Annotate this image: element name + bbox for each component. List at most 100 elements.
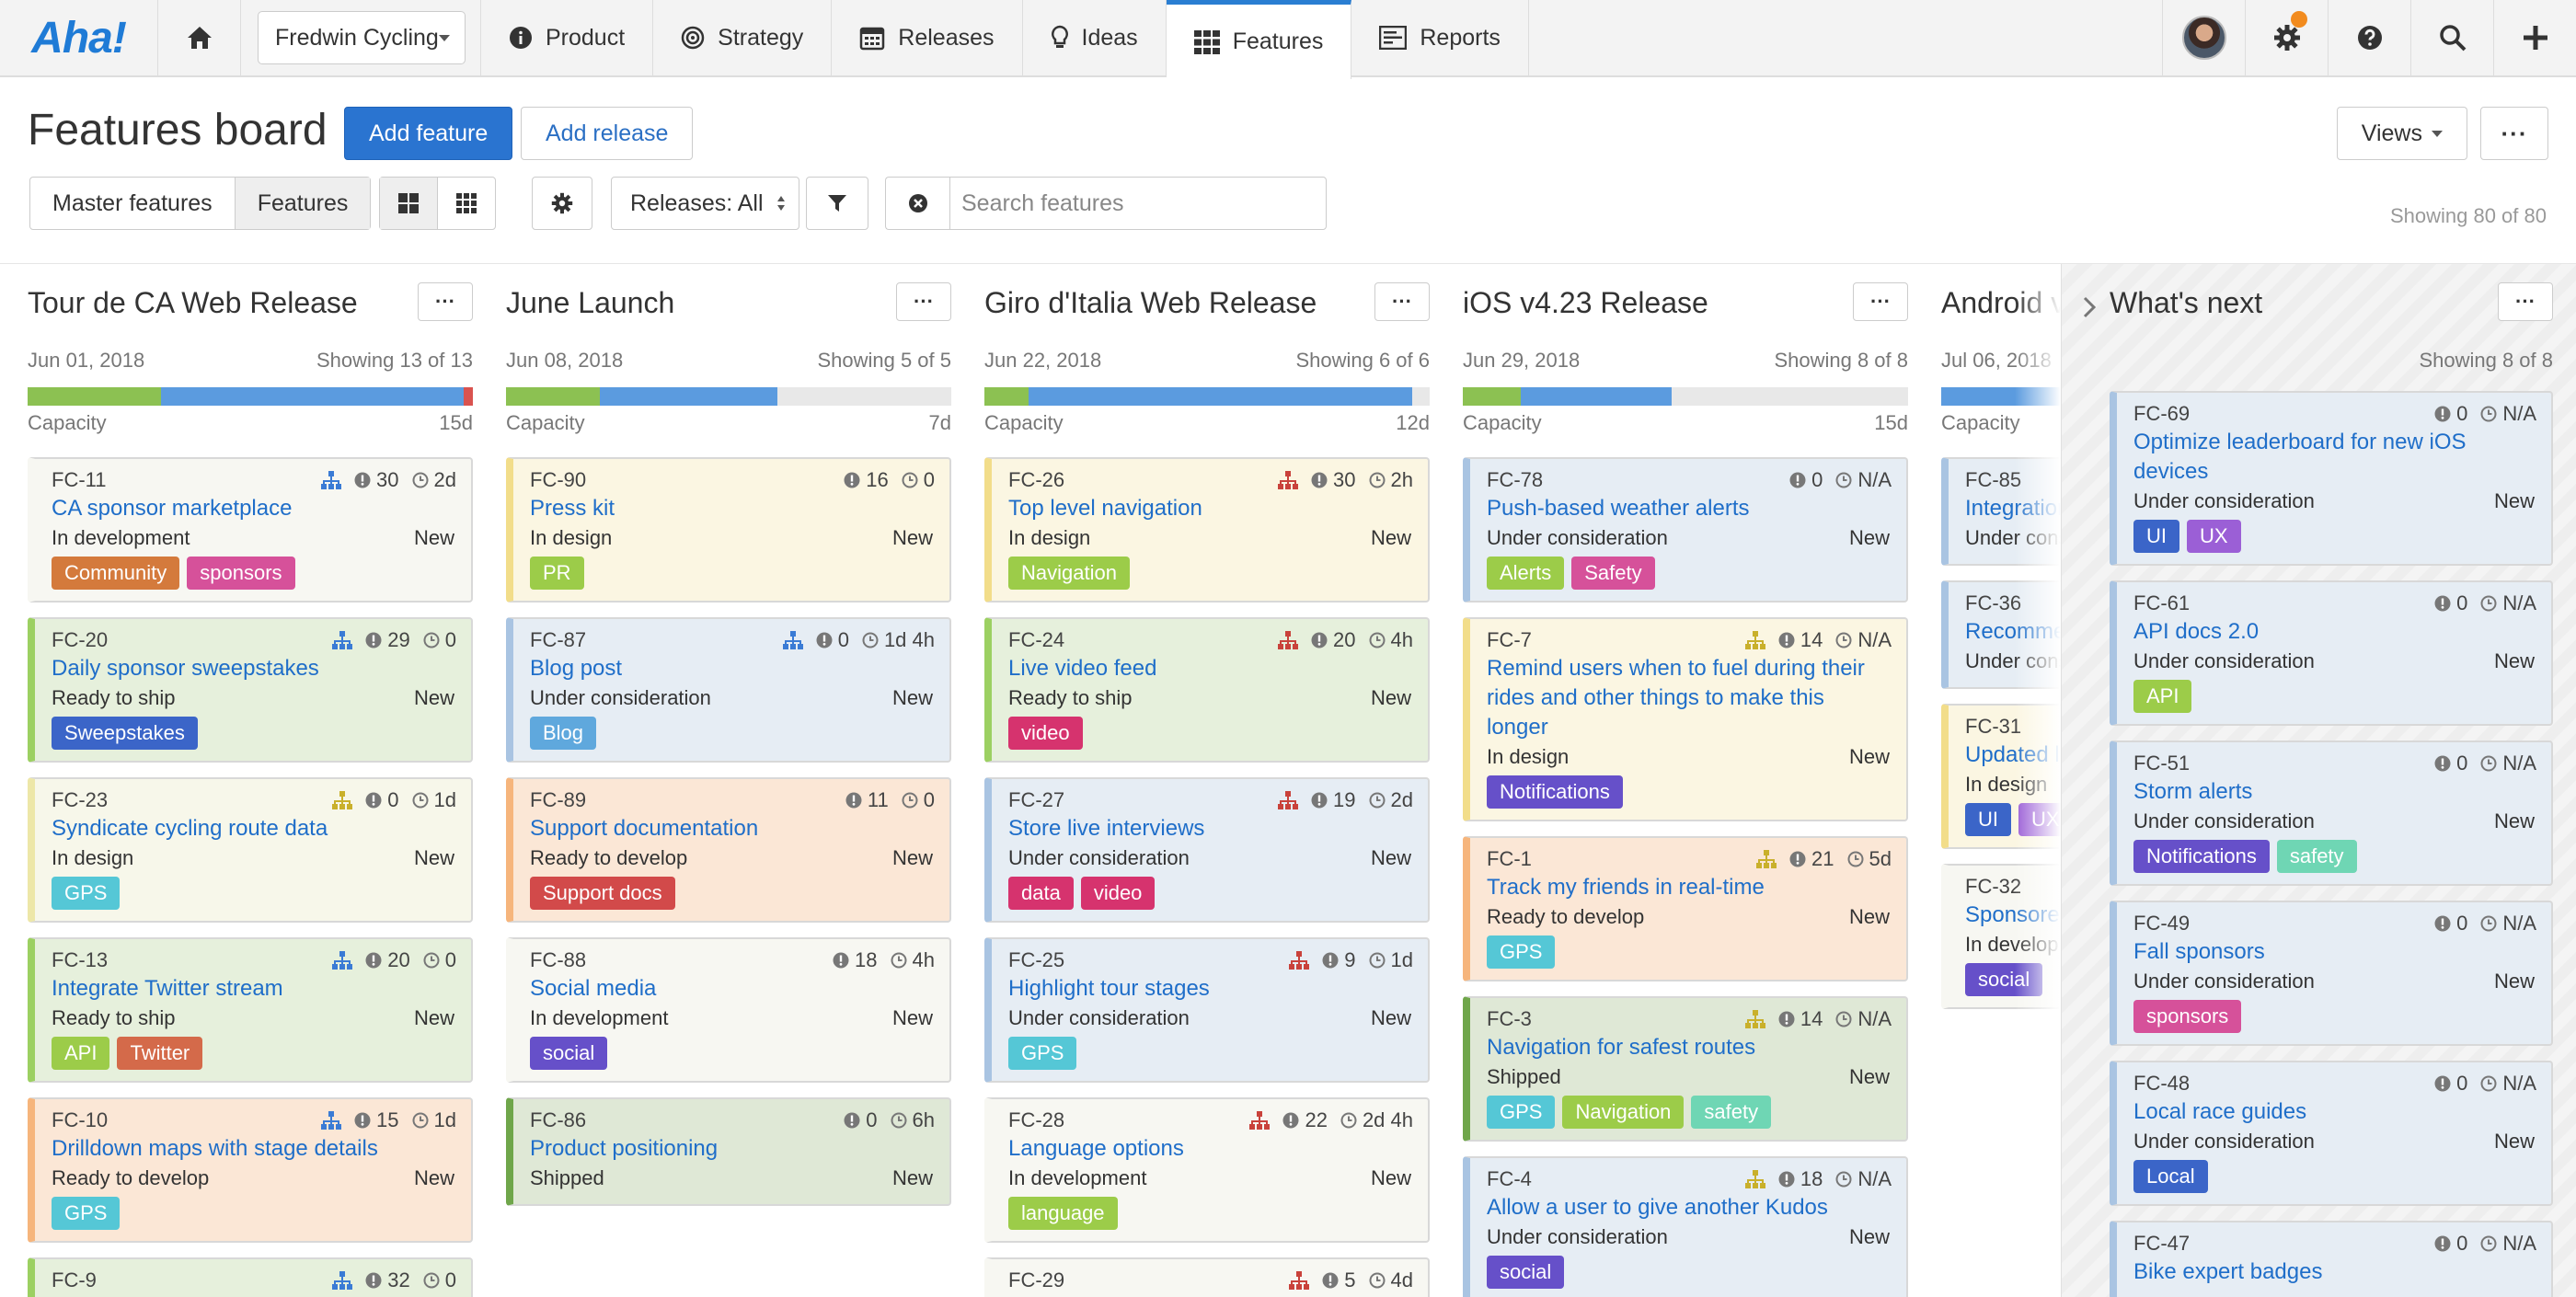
feature-tag[interactable]: Notifications [2133, 840, 2270, 873]
feature-tag[interactable]: Safety [1571, 557, 1655, 590]
feature-card[interactable]: FC-88 18 4h Social media In development New so… [506, 937, 951, 1083]
feature-title[interactable]: Live video feed [1008, 656, 1157, 681]
feature-card[interactable]: FC-51 0 N/A Storm alerts Under consideration… [2110, 740, 2553, 886]
feature-card[interactable]: FC-61 0 N/A API docs 2.0 Under consideration… [2110, 580, 2553, 726]
feature-tag[interactable]: GPS [52, 1197, 121, 1230]
feature-tag[interactable]: language [1008, 1197, 1118, 1230]
feature-id[interactable]: FC-36 [1965, 591, 2022, 614]
feature-id[interactable]: FC-87 [530, 628, 587, 651]
feature-title[interactable]: Allow a user to give another Kudos [1487, 1195, 1828, 1220]
feature-tag[interactable]: data [1008, 877, 1074, 910]
feature-id[interactable]: FC-85 [1965, 468, 2022, 491]
feature-tag[interactable]: safety [2276, 840, 2357, 873]
feature-title[interactable]: Syndicate cycling route data [52, 816, 328, 841]
feature-tag[interactable]: GPS [1487, 1096, 1556, 1129]
feature-tag[interactable]: PR [530, 557, 584, 590]
add-feature-button[interactable]: Add feature [344, 107, 513, 160]
feature-title[interactable]: Optimize leaderboard for new iOS devices [2133, 430, 2467, 484]
whats-next-title[interactable]: What's next [2110, 286, 2263, 319]
feature-id[interactable]: FC-13 [52, 948, 109, 971]
feature-id[interactable]: FC-3 [1487, 1007, 1532, 1030]
feature-id[interactable]: FC-27 [1008, 788, 1065, 811]
small-cards-button[interactable] [438, 178, 495, 229]
feature-title[interactable]: Push-based weather alerts [1487, 496, 1750, 521]
feature-title[interactable]: CA sponsor marketplace [52, 496, 293, 521]
feature-title[interactable]: Drilldown maps with stage details [52, 1136, 378, 1161]
feature-card[interactable]: FC-11 30 2d CA sponsor marketplace In develo… [28, 457, 473, 603]
feature-title[interactable]: Press kit [530, 496, 615, 521]
product-dropdown[interactable]: Fredwin Cycling [258, 11, 466, 64]
feature-id[interactable]: FC-47 [2133, 1232, 2191, 1255]
feature-tag[interactable]: Blog [530, 717, 597, 750]
large-cards-button[interactable] [380, 178, 438, 229]
feature-id[interactable]: FC-25 [1008, 948, 1065, 971]
feature-card[interactable]: FC-87 0 1d 4h Blog post Under consideration N… [506, 617, 951, 763]
feature-tag[interactable]: social [1487, 1256, 1565, 1289]
feature-id[interactable]: FC-23 [52, 788, 109, 811]
feature-tag[interactable]: Navigation [1008, 557, 1130, 590]
release-title[interactable]: Tour de CA Web Release [28, 286, 358, 319]
feature-title[interactable]: Integrate Twitter stream [52, 976, 283, 1001]
feature-title[interactable]: Local race guides [2133, 1099, 2307, 1124]
feature-card[interactable]: FC-26 30 2h Top level navigation In design Ne… [984, 457, 1430, 603]
features-tab[interactable]: Features [235, 178, 371, 229]
feature-tag[interactable]: safety [1691, 1096, 1772, 1129]
feature-title[interactable]: Support documentation [530, 816, 759, 841]
release-more-button[interactable]: ··· [1853, 282, 1908, 321]
release-more-button[interactable]: ··· [418, 282, 473, 321]
views-dropdown[interactable]: Views [2336, 107, 2467, 160]
feature-tag[interactable]: Notifications [1487, 775, 1623, 809]
feature-title[interactable]: Track my friends in real-time [1487, 875, 1765, 900]
release-title[interactable]: Giro d'Italia Web Release [984, 286, 1317, 319]
feature-tag[interactable]: video [1008, 717, 1083, 750]
feature-card[interactable]: FC-13 20 0 Integrate Twitter stream Ready to… [28, 937, 473, 1083]
feature-card[interactable]: FC-4 18 N/A Allow a user to give another Ku… [1463, 1156, 1908, 1297]
board-settings-button[interactable] [532, 177, 592, 230]
feature-card[interactable]: FC-1 21 5d Track my friends in real-time Rea… [1463, 836, 1908, 981]
feature-card[interactable]: FC-49 0 N/A Fall sponsors Under consideratio… [2110, 901, 2553, 1046]
feature-card[interactable]: FC-86 0 6h Product positioning Shipped New [506, 1097, 951, 1206]
feature-card[interactable]: FC-23 0 1d Syndicate cycling route data In d… [28, 777, 473, 923]
feature-title[interactable]: Top level navigation [1008, 496, 1202, 521]
release-title[interactable]: iOS v4.23 Release [1463, 286, 1708, 319]
nav-ideas[interactable]: Ideas [1023, 0, 1167, 75]
feature-tag[interactable]: Navigation [1562, 1096, 1685, 1129]
feature-tag[interactable]: Sweepstakes [52, 717, 198, 750]
feature-card[interactable]: FC-69 0 N/A Optimize leaderboard for new iO… [2110, 391, 2553, 566]
page-more-button[interactable]: ··· [2480, 107, 2548, 160]
feature-id[interactable]: FC-11 [52, 468, 107, 491]
nav-strategy[interactable]: Strategy [653, 0, 833, 75]
feature-card[interactable]: FC-48 0 N/A Local race guides Under consider… [2110, 1061, 2553, 1206]
aha-logo[interactable]: Aha! [0, 0, 158, 75]
feature-tag[interactable]: sponsors [2133, 1000, 2242, 1033]
feature-card[interactable]: FC-3 14 N/A Navigation for safest routes Shi… [1463, 996, 1908, 1142]
feature-id[interactable]: FC-86 [530, 1108, 587, 1131]
feature-tag[interactable]: API [2133, 680, 2192, 713]
feature-tag[interactable]: social [530, 1037, 608, 1070]
filter-button[interactable] [806, 177, 868, 230]
feature-id[interactable]: FC-4 [1487, 1167, 1532, 1190]
feature-title[interactable]: Bike expert badges [2133, 1259, 2323, 1284]
feature-tag[interactable]: sponsors [187, 557, 295, 590]
feature-id[interactable]: FC-31 [1965, 715, 2022, 738]
feature-title[interactable]: Navigation for safest routes [1487, 1035, 1756, 1060]
feature-title[interactable]: Highlight tour stages [1008, 976, 1210, 1001]
chevron-right-icon[interactable] [2082, 295, 2097, 319]
feature-card[interactable]: FC-78 0 N/A Push-based weather alerts Under … [1463, 457, 1908, 603]
nav-reports[interactable]: Reports [1351, 0, 1529, 75]
feature-id[interactable]: FC-1 [1487, 847, 1532, 870]
feature-id[interactable]: FC-78 [1487, 468, 1544, 491]
feature-tag[interactable]: GPS [1487, 935, 1556, 969]
feature-id[interactable]: FC-49 [2133, 912, 2191, 935]
feature-title[interactable]: Product positioning [530, 1136, 719, 1161]
help-button[interactable] [2328, 0, 2410, 75]
feature-title[interactable]: Daily sponsor sweepstakes [52, 656, 319, 681]
feature-card[interactable]: FC-10 15 1d Drilldown maps with stage detai… [28, 1097, 473, 1243]
feature-title[interactable]: Social media [530, 976, 657, 1001]
feature-id[interactable]: FC-32 [1965, 875, 2022, 898]
feature-card[interactable]: FC-28 22 2d 4h Language options In developme… [984, 1097, 1430, 1243]
feature-id[interactable]: FC-9 [52, 1268, 97, 1291]
feature-id[interactable]: FC-20 [52, 628, 109, 651]
feature-tag[interactable]: Local [2133, 1160, 2208, 1193]
feature-tag[interactable]: UI [1965, 803, 2011, 836]
